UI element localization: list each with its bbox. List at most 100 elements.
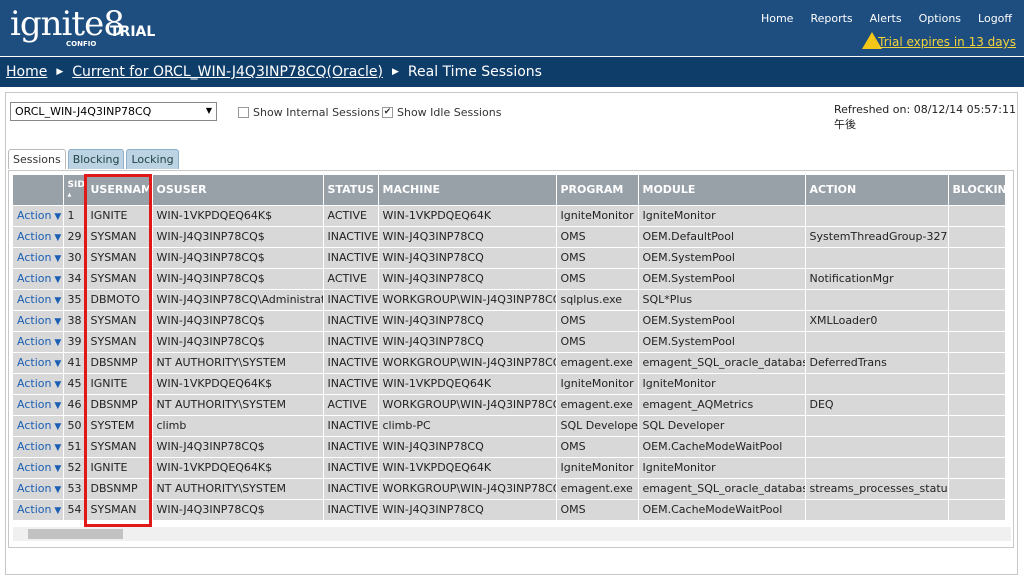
table-cell: [948, 393, 1005, 415]
table-cell: INACTIVE: [323, 225, 379, 247]
action-cell[interactable]: Action: [13, 435, 64, 457]
column-header[interactable]: BLOCKING_: [948, 175, 1005, 205]
action-cell[interactable]: Action: [13, 246, 64, 268]
instance-select[interactable]: ORCL_WIN-J4Q3INP78CQ: [10, 102, 217, 121]
table-row: Action34SYSMANWIN-J4Q3INP78CQ$ACTIVEWIN-…: [13, 267, 1005, 289]
action-link[interactable]: Action: [17, 398, 61, 411]
column-header[interactable]: SID: [63, 175, 87, 205]
table-cell: OMS: [556, 309, 639, 331]
action-link[interactable]: Action: [17, 440, 61, 453]
table-cell: DeferredTrans: [805, 351, 949, 373]
table-cell: SystemThreadGroup-327: [805, 225, 949, 247]
column-header[interactable]: MODULE: [638, 175, 806, 205]
column-header[interactable]: MACHINE: [378, 175, 557, 205]
action-cell[interactable]: Action: [13, 372, 64, 394]
table-cell: IgniteMonitor: [556, 204, 639, 226]
column-header[interactable]: ACTION: [805, 175, 949, 205]
action-cell[interactable]: Action: [13, 414, 64, 436]
tab[interactable]: Sessions: [8, 149, 66, 169]
column-header[interactable]: OSUSER: [152, 175, 324, 205]
action-link[interactable]: Action: [17, 377, 61, 390]
action-link[interactable]: Action: [17, 356, 61, 369]
action-cell[interactable]: Action: [13, 456, 64, 478]
table-cell: OEM.SystemPool: [638, 246, 806, 268]
table-row: Action1IGNITEWIN-1VKPDQEQ64K$ACTIVEWIN-1…: [13, 204, 1005, 226]
action-cell[interactable]: Action: [13, 288, 64, 310]
table-cell: 29: [63, 225, 87, 247]
checkbox-idle[interactable]: ✔ Show Idle Sessions: [382, 106, 501, 119]
table-cell: 35: [63, 288, 87, 310]
action-link[interactable]: Action: [17, 461, 61, 474]
table-row: Action29SYSMANWIN-J4Q3INP78CQ$INACTIVEWI…: [13, 225, 1005, 247]
table-cell: [805, 288, 949, 310]
table-cell: WIN-J4Q3INP78CQ: [378, 225, 557, 247]
table-cell: [948, 204, 1005, 226]
crumb[interactable]: Current for ORCL_WIN-J4Q3INP78CQ(Oracle): [72, 64, 383, 80]
table-cell: WIN-1VKPDQEQ64K$: [152, 456, 324, 478]
table-cell: NT AUTHORITY\SYSTEM: [152, 477, 324, 499]
column-header[interactable]: PROGRAM: [556, 175, 639, 205]
table-cell: OMS: [556, 267, 639, 289]
action-cell[interactable]: Action: [13, 330, 64, 352]
table-cell: WIN-J4Q3INP78CQ: [378, 498, 557, 520]
table-cell: INACTIVE: [323, 414, 379, 436]
trial-link[interactable]: Trial expires in 13 days: [878, 35, 1016, 49]
action-link[interactable]: Action: [17, 230, 61, 243]
table-cell: WIN-1VKPDQEQ64K$: [152, 372, 324, 394]
table-row: Action51SYSMANWIN-J4Q3INP78CQ$INACTIVEWI…: [13, 435, 1005, 457]
table-cell: [948, 435, 1005, 457]
action-cell[interactable]: Action: [13, 498, 64, 520]
action-cell[interactable]: Action: [13, 204, 64, 226]
table-cell: DBSNMP: [86, 393, 153, 415]
crumb[interactable]: Home: [6, 64, 48, 80]
table-cell: IGNITE: [86, 372, 153, 394]
scrollbar[interactable]: [13, 527, 1011, 541]
scrollbar-thumb[interactable]: [28, 529, 123, 539]
table-cell: INACTIVE: [323, 309, 379, 331]
action-link[interactable]: Action: [17, 272, 61, 285]
checkbox[interactable]: [238, 107, 249, 118]
table-cell: 1: [63, 204, 87, 226]
action-link[interactable]: Action: [17, 482, 61, 495]
table-cell: emagent.exe: [556, 393, 639, 415]
action-link[interactable]: Action: [17, 419, 61, 432]
table-cell: ACTIVE: [323, 393, 379, 415]
action-link[interactable]: Action: [17, 314, 61, 327]
nav-link[interactable]: Home: [760, 12, 794, 25]
action-cell[interactable]: Action: [13, 477, 64, 499]
checkbox-internal[interactable]: Show Internal Sessions: [238, 106, 380, 119]
action-cell[interactable]: Action: [13, 309, 64, 331]
table-cell: 51: [63, 435, 87, 457]
action-cell[interactable]: Action: [13, 225, 64, 247]
table-cell: OEM.DefaultPool: [638, 225, 806, 247]
table-cell: INACTIVE: [323, 456, 379, 478]
nav-link[interactable]: Logoff: [978, 12, 1012, 25]
action-link[interactable]: Action: [17, 209, 61, 222]
action-link[interactable]: Action: [17, 251, 61, 264]
nav-link[interactable]: Options: [918, 12, 962, 25]
table-cell: IgniteMonitor: [638, 204, 806, 226]
action-link[interactable]: Action: [17, 293, 61, 306]
checkbox[interactable]: ✔: [382, 107, 393, 118]
table-cell: INACTIVE: [323, 351, 379, 373]
action-cell[interactable]: Action: [13, 393, 64, 415]
table-cell: IGNITE: [86, 456, 153, 478]
column-header[interactable]: STATUS: [323, 175, 379, 205]
header: [0, 0, 1024, 56]
action-link[interactable]: Action: [17, 335, 61, 348]
column-header[interactable]: USERNAME: [86, 175, 153, 205]
table-cell: INACTIVE: [323, 435, 379, 457]
nav-link[interactable]: Reports: [810, 12, 853, 25]
action-link[interactable]: Action: [17, 503, 61, 516]
tab[interactable]: Blocking: [67, 149, 125, 169]
table-cell: OEM.SystemPool: [638, 330, 806, 352]
logo[interactable]: ignite8: [10, 4, 125, 44]
table-cell: SQL*Plus: [638, 288, 806, 310]
tab[interactable]: Locking: [126, 149, 179, 169]
action-cell[interactable]: Action: [13, 267, 64, 289]
action-cell[interactable]: Action: [13, 351, 64, 373]
nav-link[interactable]: Alerts: [869, 12, 902, 25]
crumb-current: Real Time Sessions: [407, 64, 542, 80]
